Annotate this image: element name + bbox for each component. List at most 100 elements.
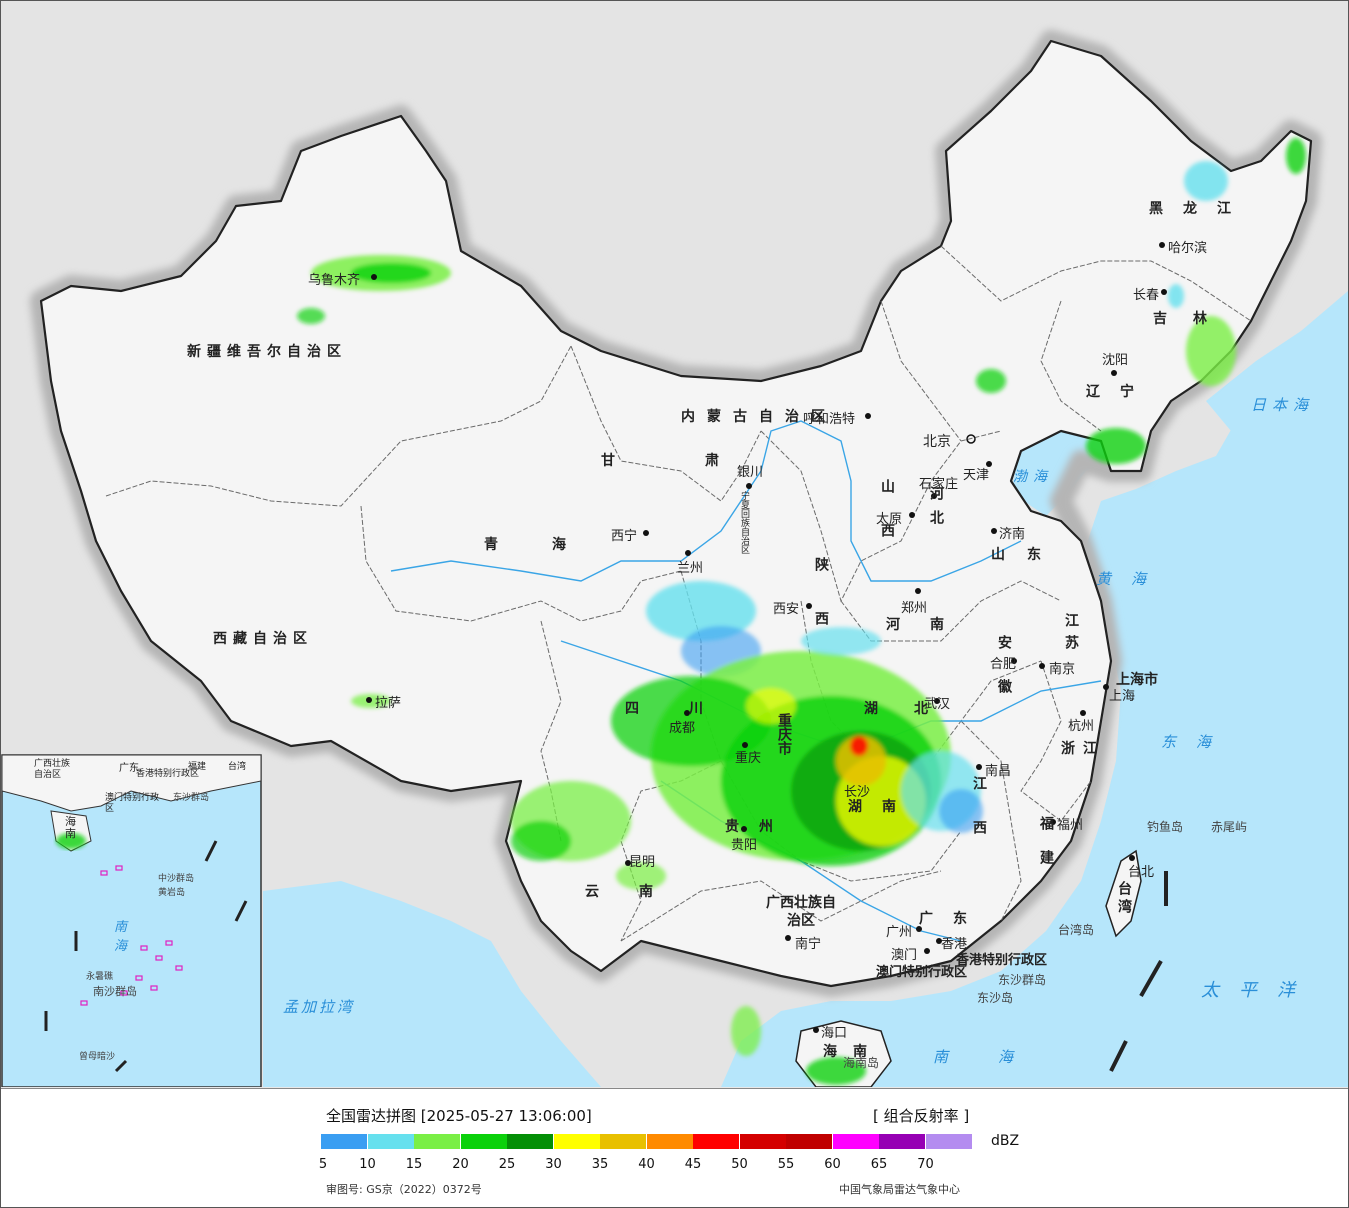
island-label: 东沙岛 xyxy=(977,991,1014,1005)
city-label: 南昌 xyxy=(985,764,1012,779)
east-sea xyxy=(721,291,1348,1087)
city-label: 天津 xyxy=(963,468,990,483)
city-label: 成都 xyxy=(669,721,696,736)
label-anhui: 安徽 xyxy=(996,635,1012,723)
label-ningxia: 宁夏回族自治区 xyxy=(739,491,749,554)
legend-swatch xyxy=(879,1134,925,1149)
city-label: 台北 xyxy=(1128,865,1155,880)
legend-tick: 5 xyxy=(318,1157,328,1172)
legend-tick: 55 xyxy=(777,1157,795,1172)
radar-echoes xyxy=(297,138,1306,1085)
label-guizhou: 贵州 xyxy=(725,819,793,835)
inset-label: 海南 xyxy=(65,815,76,840)
legend-swatch xyxy=(646,1134,693,1149)
city-label: 乌鲁木齐 xyxy=(308,273,361,288)
label-xinjiang: 新疆维吾尔自治区 xyxy=(187,344,347,360)
city-label: 重庆 xyxy=(735,751,762,766)
island-label: 台湾岛 xyxy=(1058,923,1095,937)
maritime-boundary-dashes xyxy=(1109,871,1168,1072)
label-shandong: 山东 xyxy=(991,547,1063,563)
label-chongqing: 重庆市 xyxy=(776,713,792,755)
island-label: 钓鱼岛 xyxy=(1147,820,1184,834)
city-label: 合肥 xyxy=(990,657,1017,672)
city-label: 呼和浩特 xyxy=(803,412,856,427)
legend-panel: 全国雷达拼图 [2025-05-27 13:06:00] [ 组合反射率 ] 5… xyxy=(1,1088,1348,1207)
label-qinghai: 青海 xyxy=(484,537,620,553)
inset-label: 中沙群岛 xyxy=(158,874,195,884)
label-taiwan: 台湾 xyxy=(1116,881,1132,917)
city-label: 上海 xyxy=(1109,689,1136,704)
label-jiangxi: 江西 xyxy=(971,776,987,864)
city-label: 银川 xyxy=(737,465,764,480)
label-guangdong: 广东 xyxy=(919,911,987,927)
legend-tick: 15 xyxy=(405,1157,423,1172)
legend-swatch xyxy=(367,1134,414,1149)
legend-tick: 20 xyxy=(452,1157,469,1172)
city-label: 贵阳 xyxy=(731,838,758,853)
sar-label-macau: 澳门特别行政区 xyxy=(876,965,968,980)
island-label: 东沙群岛 xyxy=(998,973,1047,987)
label-hebei: 河北 xyxy=(928,486,944,534)
label-hainan: 海南 xyxy=(823,1044,883,1060)
legend-tick: 25 xyxy=(498,1157,516,1172)
inset-sea-label: 南海 xyxy=(114,920,168,954)
label-heilongjiang: 黑龙江 xyxy=(1149,201,1251,217)
sea-label-nanhai: 南海 xyxy=(933,1048,1064,1066)
label-jilin: 吉林 xyxy=(1153,311,1233,327)
legend-tick: 50 xyxy=(731,1157,748,1172)
inset-label: 广西壮族自治区 xyxy=(34,759,71,780)
inset-label: 黄岩岛 xyxy=(158,888,186,898)
label-shanxi: 山西 xyxy=(879,479,895,567)
product-label: [ 组合反射率 ] xyxy=(873,1107,970,1125)
agency-name: 中国气象局雷达气象中心 xyxy=(839,1183,960,1196)
sar-label-hk: 香港特别行政区 xyxy=(956,953,1048,968)
unit-label: dBZ xyxy=(991,1133,1020,1149)
legend-swatch xyxy=(832,1134,879,1149)
legend-tick: 45 xyxy=(684,1157,702,1172)
label-xizang: 西藏自治区 xyxy=(213,631,313,647)
legend-swatch xyxy=(600,1134,646,1149)
legend-tick: 40 xyxy=(638,1157,655,1172)
city-markers xyxy=(366,242,1167,1033)
label-sichuan: 四川 xyxy=(625,701,753,717)
legend-tick: 70 xyxy=(917,1157,934,1172)
island-label: 海南岛 xyxy=(843,1056,880,1070)
taiwan-island xyxy=(1105,849,1142,938)
sea-label-pacific: 太平洋 xyxy=(1201,980,1315,1001)
legend-swatch xyxy=(414,1134,460,1149)
city-label: 太原 xyxy=(876,512,903,527)
bay-of-bengal xyxy=(263,881,601,1087)
inset-label: 南沙群岛 xyxy=(93,985,137,998)
inset-label: 香港特别行政区 xyxy=(136,769,200,779)
inset-label: 曾母暗沙 xyxy=(79,1052,116,1062)
legend-swatch xyxy=(693,1134,739,1149)
legend-tick: 35 xyxy=(591,1157,609,1172)
label-yunnan: 云南 xyxy=(585,884,693,900)
legend-swatch xyxy=(460,1134,507,1149)
inset-label: 台湾 xyxy=(228,762,247,772)
south-china-sea-inset xyxy=(1,754,262,1087)
legend-swatch xyxy=(925,1134,972,1149)
city-label: 海口 xyxy=(821,1026,848,1041)
sea-label-japan: 日本海 xyxy=(1251,396,1315,414)
inset-label: 福建 xyxy=(188,762,207,772)
sea-label-donghai: 东海 xyxy=(1161,733,1232,751)
city-label: 西宁 xyxy=(611,529,638,544)
city-label: 拉萨 xyxy=(375,696,402,711)
city-label: 北京 xyxy=(923,434,951,450)
sea-label-bengal: 孟加拉湾 xyxy=(283,998,356,1016)
sea-label-bohai: 渤海 xyxy=(1013,469,1053,485)
city-label: 郑州 xyxy=(901,601,928,616)
city-label: 澳门 xyxy=(891,948,918,963)
legend-swatch xyxy=(507,1134,553,1149)
label-gansu: 甘肃 xyxy=(601,453,809,469)
japan-sea xyxy=(1206,301,1348,471)
city-label: 哈尔滨 xyxy=(1168,241,1208,256)
city-label: 长沙 xyxy=(844,785,871,800)
city-label: 沈阳 xyxy=(1102,353,1129,368)
city-label: 南宁 xyxy=(795,937,822,952)
legend-swatch xyxy=(321,1134,367,1149)
label-shaanxi: 陕西 xyxy=(813,557,829,665)
radar-map xyxy=(1,1,1348,1087)
legend-swatch xyxy=(786,1134,832,1149)
